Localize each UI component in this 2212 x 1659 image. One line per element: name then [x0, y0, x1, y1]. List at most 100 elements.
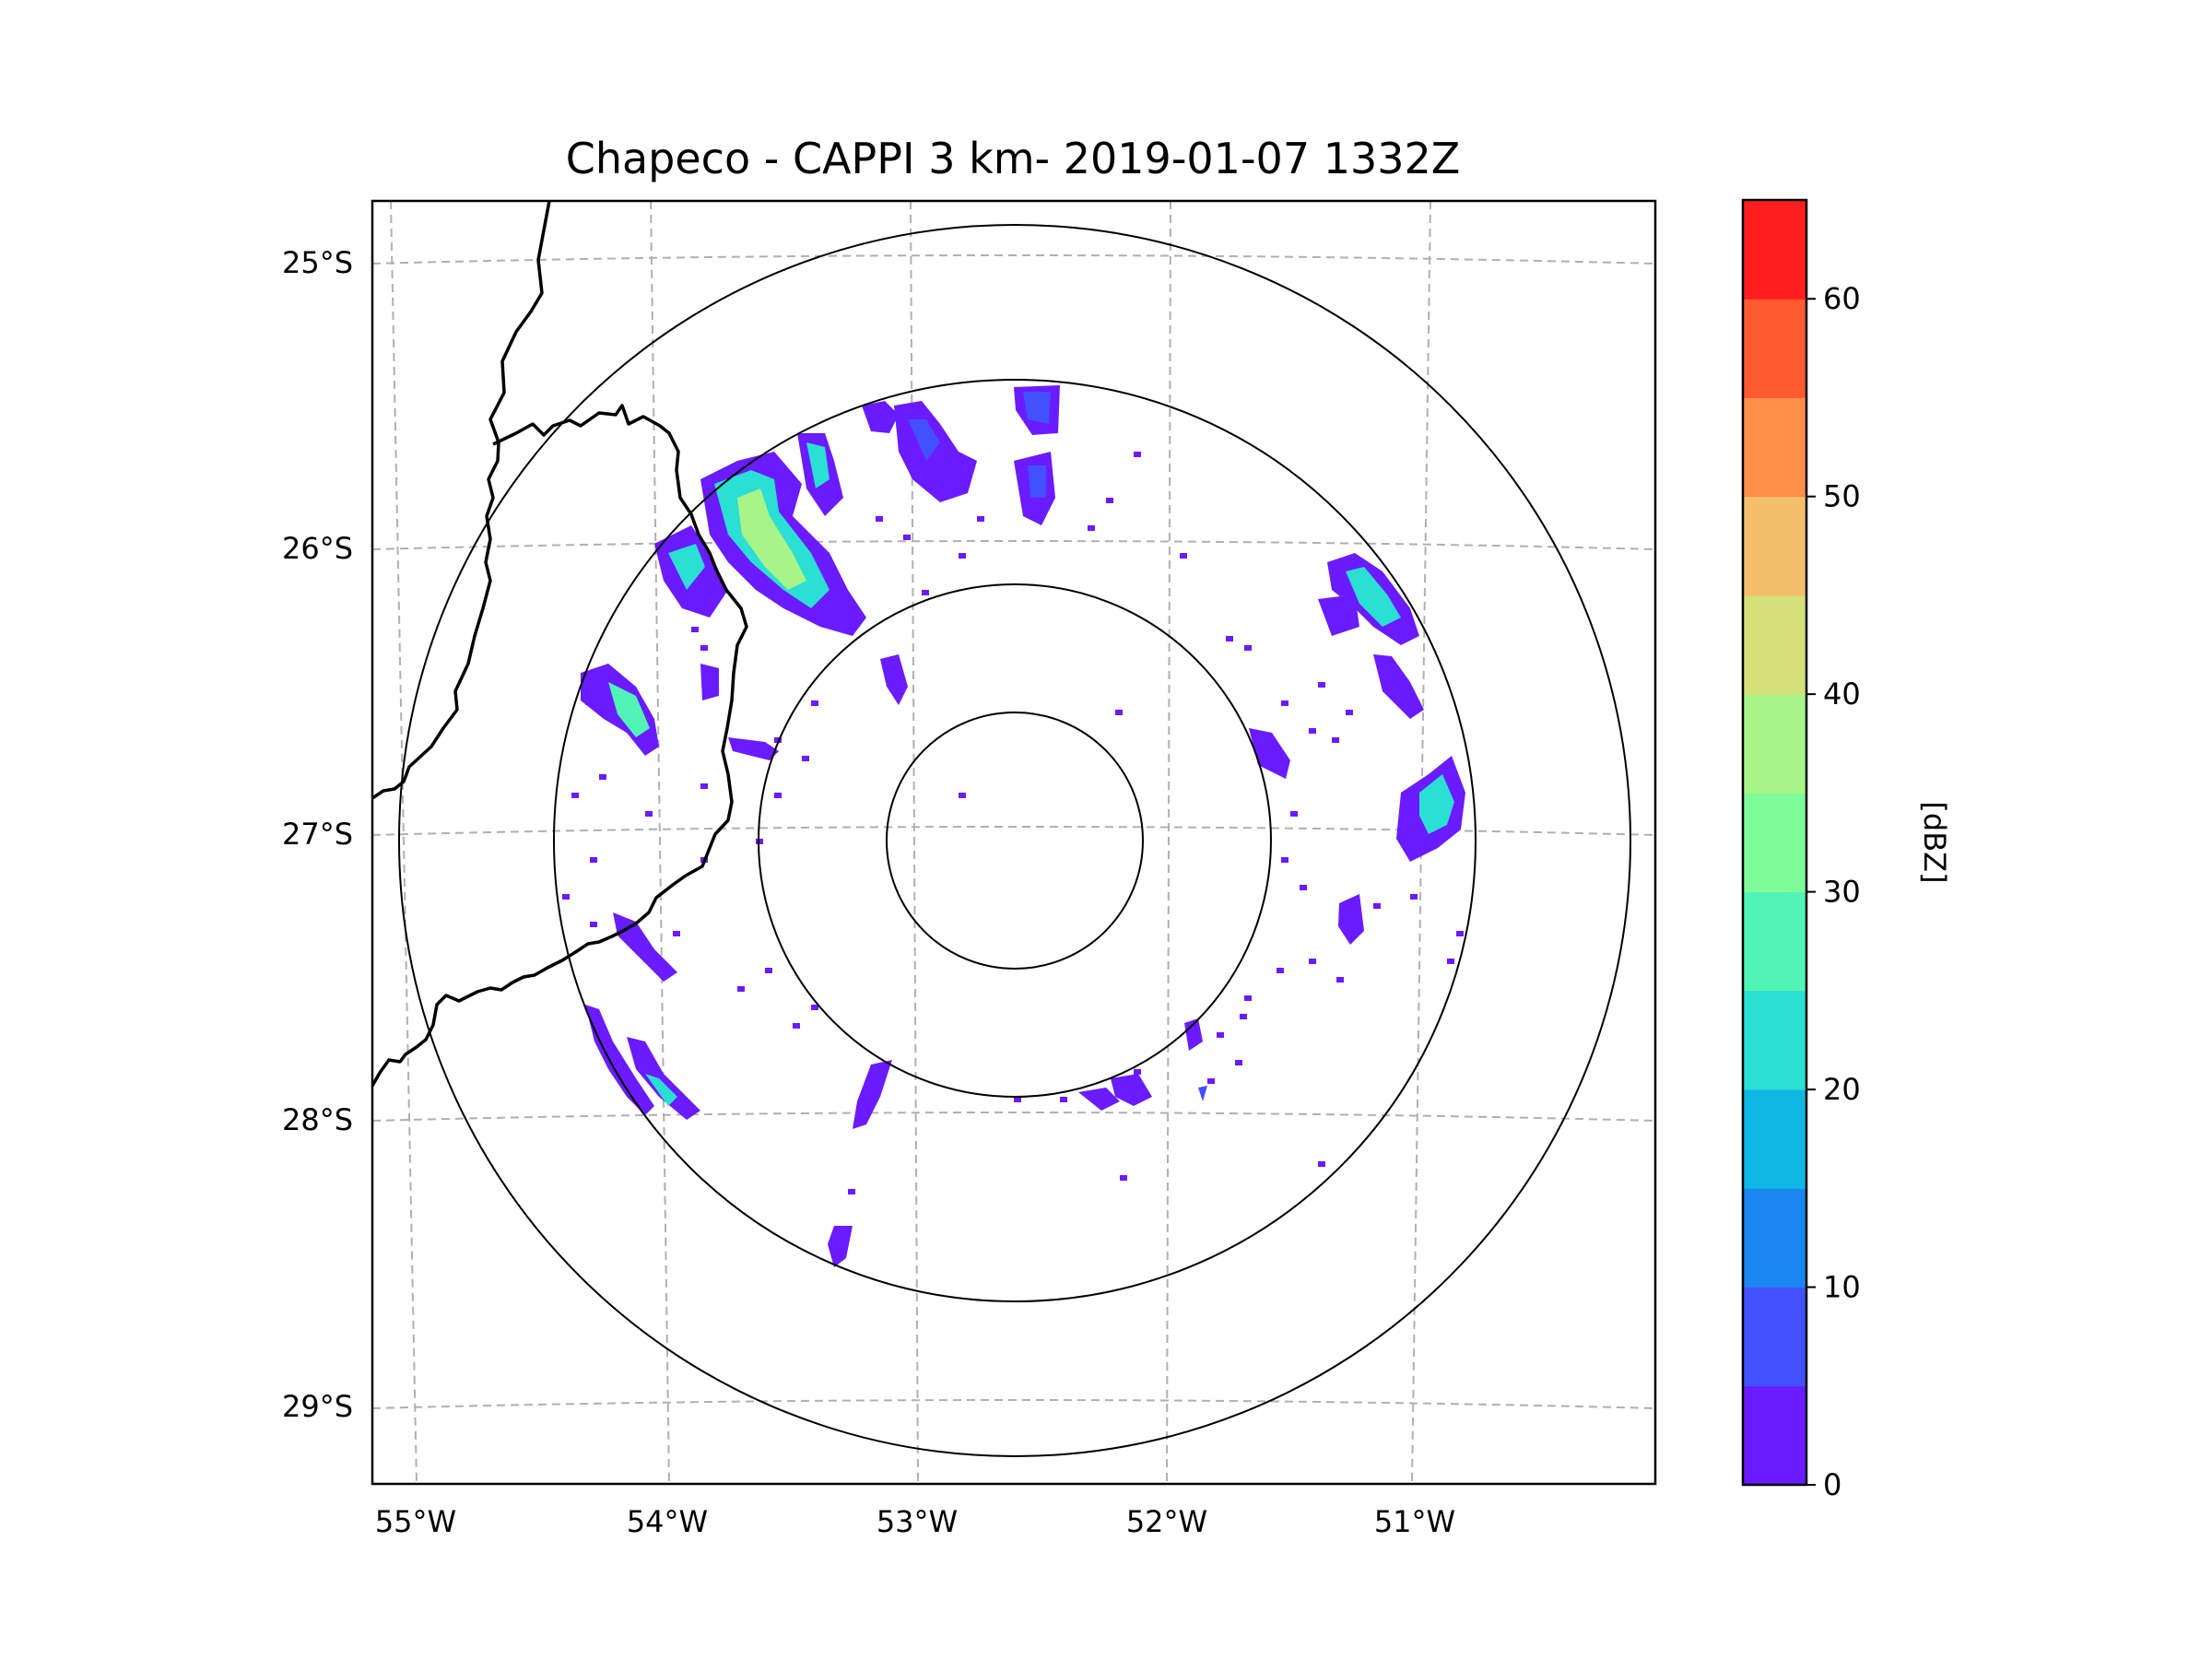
radar-echo — [737, 488, 806, 590]
radar-echo — [1184, 1018, 1203, 1051]
radar-echo — [793, 1023, 800, 1029]
colorbar-band — [1743, 1188, 1806, 1288]
radar-echo — [1309, 959, 1316, 964]
radar-echo — [1060, 1097, 1067, 1102]
radar-echo — [562, 894, 570, 900]
radar-echo — [1111, 1074, 1152, 1106]
radar-echo — [1134, 1069, 1141, 1075]
radar-echo — [959, 793, 966, 798]
border-parana-sc-west — [372, 404, 748, 1087]
radar-echo — [1318, 682, 1325, 688]
radar-echo — [1198, 1086, 1207, 1101]
radar-echo — [700, 664, 719, 700]
radar-echo — [585, 1005, 654, 1115]
parallel-29s — [372, 1399, 1655, 1409]
radar-echo — [1419, 774, 1454, 834]
radar-echo — [700, 783, 708, 789]
radar-echo — [853, 1060, 892, 1129]
colorbar-band — [1743, 299, 1806, 398]
radar-echo — [806, 442, 830, 488]
colorbar-tick-label: 60 — [1823, 281, 1861, 316]
parallel-25s — [372, 254, 1655, 265]
radar-echo — [1318, 594, 1359, 636]
radar-echo — [571, 793, 579, 798]
colorbar-band — [1743, 594, 1806, 695]
colorbar-band — [1743, 1385, 1806, 1486]
radar-echo — [1240, 1014, 1247, 1019]
radar-echo — [1244, 995, 1252, 1001]
colorbar-band — [1743, 793, 1806, 893]
radar-echo — [1346, 710, 1353, 715]
radar-echo — [608, 682, 650, 737]
radar-echo — [1088, 525, 1095, 531]
radar-echo — [922, 590, 929, 595]
radar-echo — [828, 1226, 853, 1267]
radar-echo — [1447, 959, 1454, 964]
range-ring-200km — [398, 224, 1631, 1457]
map-frame — [371, 199, 1657, 1486]
colorbar-tick-label: 0 — [1823, 1467, 1841, 1502]
radar-echo — [1277, 968, 1284, 973]
radar-echo — [1078, 1088, 1120, 1111]
radar-echo — [1028, 465, 1046, 498]
radar-echo — [1309, 728, 1316, 734]
colorbar: 0 10 20 30 40 50 60 [dBZ] — [1741, 198, 1952, 1502]
colorbar-band — [1743, 397, 1806, 498]
colorbar-band — [1743, 496, 1806, 596]
radar-echo — [1281, 857, 1288, 863]
radar-echo — [1207, 1078, 1215, 1084]
radar-echo — [737, 986, 745, 992]
radar-echo — [1134, 452, 1141, 457]
colorbar-bands — [1743, 200, 1806, 1486]
radar-echo — [1023, 392, 1051, 424]
colorbar-tick-label: 30 — [1823, 875, 1861, 910]
radar-echo — [1338, 894, 1364, 945]
lon-tick-label: 52°W — [1126, 1504, 1207, 1539]
radar-echo — [1244, 645, 1252, 651]
lat-tick-label: 28°S — [282, 1102, 353, 1137]
radar-echo — [1318, 1161, 1325, 1167]
radar-echo — [908, 419, 940, 461]
lat-tick-label: 26°S — [282, 531, 353, 566]
radar-echo — [590, 922, 597, 927]
radar-echo — [765, 968, 772, 973]
radar-echoes — [562, 385, 1465, 1267]
radar-echo — [903, 535, 911, 540]
parallel-28s — [372, 1112, 1655, 1122]
lat-tick-label: 27°S — [282, 817, 353, 852]
radar-echo — [1346, 567, 1401, 627]
radar-echo — [1014, 1097, 1021, 1102]
map-panel: 55°W 54°W 53°W 52°W 51°W 25°S 26°S 27°S … — [282, 199, 1657, 1539]
lon-tick-label: 54°W — [627, 1504, 708, 1539]
colorbar-ticks: 0 10 20 30 40 50 60 — [1806, 281, 1861, 1502]
radar-echo — [977, 516, 984, 522]
radar-echo — [1336, 977, 1344, 982]
lat-tick-label: 29°S — [282, 1389, 353, 1424]
radar-echo — [848, 1189, 855, 1194]
radar-echo — [1456, 931, 1464, 936]
radar-echo — [645, 1074, 677, 1106]
radar-echo — [774, 793, 782, 798]
political-borders — [372, 201, 748, 1087]
colorbar-tick-label: 10 — [1823, 1270, 1861, 1305]
radar-echo — [1249, 728, 1290, 779]
radar-echo — [613, 912, 677, 982]
lon-tick-label: 53°W — [877, 1504, 958, 1539]
radar-echo — [1180, 553, 1187, 559]
colorbar-tick-label: 40 — [1823, 677, 1861, 712]
range-ring-150km — [553, 379, 1477, 1302]
border-paraguay-argentina — [372, 201, 551, 800]
lon-tick-label: 55°W — [375, 1504, 456, 1539]
radar-echo — [691, 627, 699, 632]
colorbar-band — [1743, 1089, 1806, 1189]
colorbar-band — [1743, 694, 1806, 794]
colorbar-band — [1743, 1287, 1806, 1387]
radar-echo — [599, 774, 606, 780]
range-ring-100km — [758, 583, 1272, 1098]
radar-echo — [668, 544, 705, 590]
radar-echo — [862, 401, 899, 433]
colorbar-band — [1743, 200, 1806, 300]
radar-echo — [1106, 498, 1113, 503]
radar-echo — [1281, 700, 1288, 706]
radar-echo — [1115, 710, 1123, 715]
